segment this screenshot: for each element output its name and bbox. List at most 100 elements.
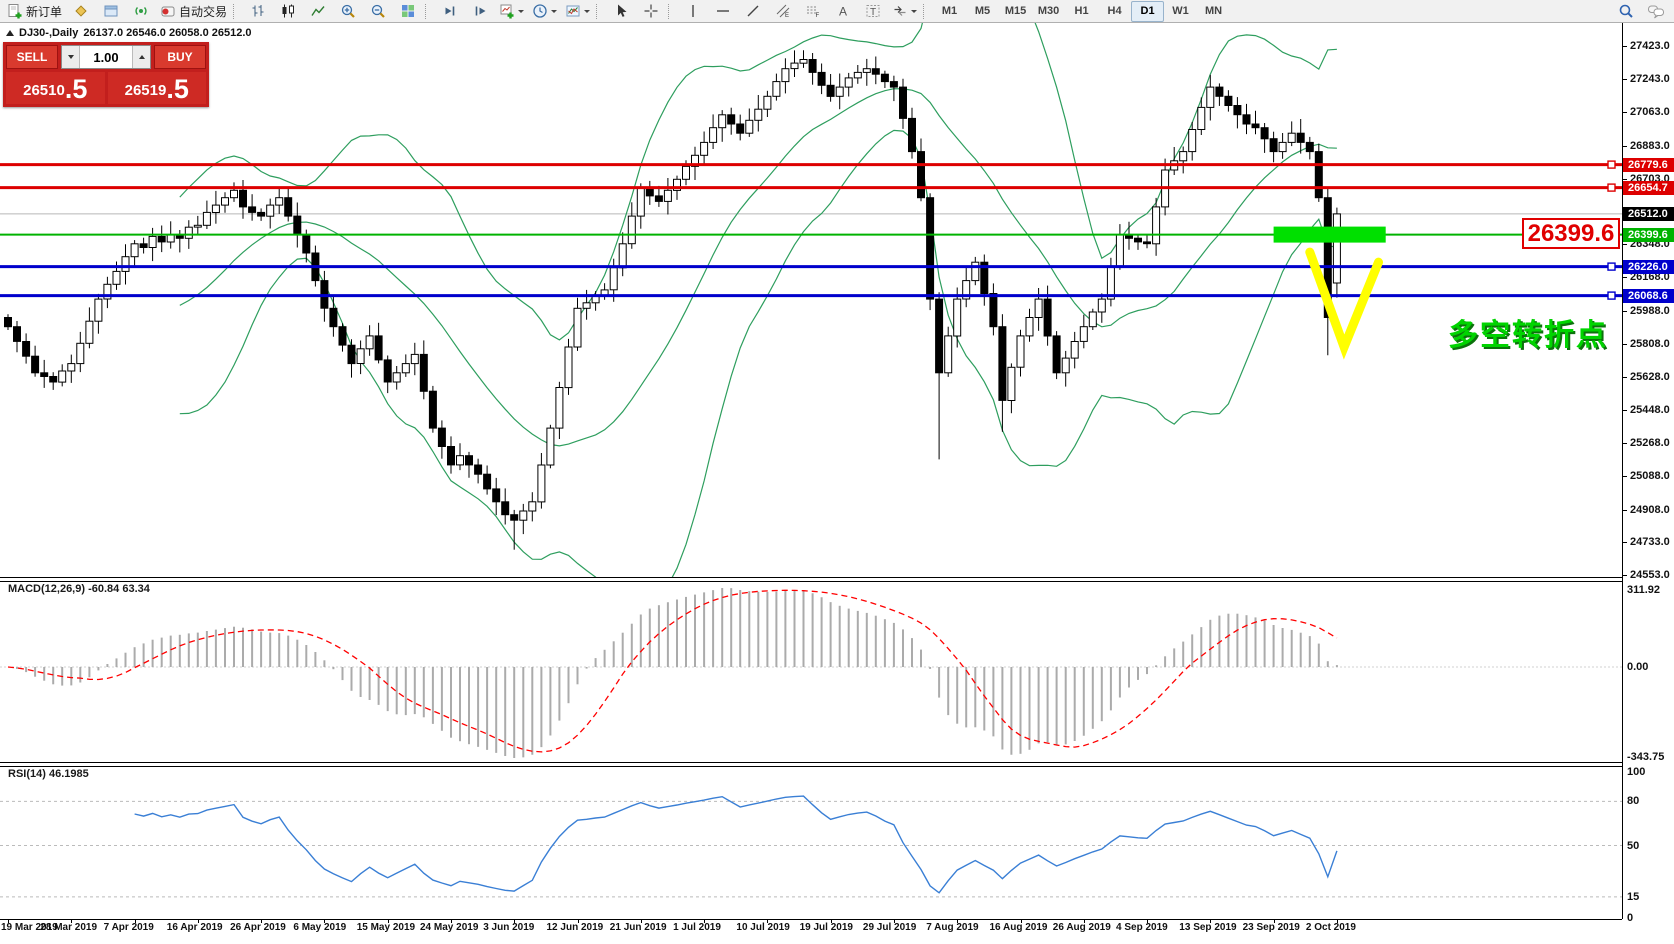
label-button[interactable]: T	[858, 1, 888, 22]
autoscroll-button[interactable]	[435, 1, 465, 22]
periods-button[interactable]	[528, 1, 561, 22]
price-axis[interactable]: 27423.0 27243.0 27063.0 26883.0 26703.0 26348…	[1622, 22, 1674, 924]
date-label: 15 May 2019	[356, 922, 416, 933]
cursor-icon	[613, 3, 629, 19]
shapes-button[interactable]	[888, 1, 921, 22]
volume-decrease-button[interactable]	[62, 46, 80, 68]
timeframe-bar: M1 M5 M15 M30 H1 H4 D1 W1 MN	[933, 0, 1230, 22]
templates-icon	[565, 3, 581, 19]
date-label: 26 Aug 2019	[1052, 922, 1111, 933]
date-label: 19 Jul 2019	[799, 922, 853, 933]
crosshair-button[interactable]	[636, 1, 666, 22]
buy-price-int: 26519	[124, 82, 167, 99]
tile-windows-button[interactable]	[393, 1, 423, 22]
level-price-tag: 26779.6	[1623, 157, 1674, 172]
price-tick-mark	[1623, 575, 1627, 576]
level-price-tag: 26399.6	[1623, 227, 1674, 242]
market-watch-icon	[73, 3, 89, 19]
rsi-value: 46.1985	[48, 768, 89, 780]
fibonacci-button[interactable]: F	[798, 1, 828, 22]
price-callout-box[interactable]: 26399.6	[1522, 218, 1620, 249]
date-tick-mark	[134, 919, 136, 923]
level-price-tag: 26226.0	[1623, 259, 1674, 274]
date-tick-mark	[1336, 919, 1338, 923]
zoom-out-button[interactable]	[363, 1, 393, 22]
search-button[interactable]	[1611, 1, 1641, 22]
trendline-button[interactable]	[738, 1, 768, 22]
date-tick-mark	[704, 919, 706, 923]
sell-price[interactable]: 26510.5	[6, 72, 105, 104]
bars-chart-button[interactable]	[243, 1, 273, 22]
timeframe-h1-button[interactable]: H1	[1074, 5, 1089, 17]
autotrading-label: 自动交易	[179, 4, 228, 19]
macd-panel-chart[interactable]	[0, 582, 1622, 762]
chart-title: DJ30-,Daily 26137.0 26546.0 26058.0 2651…	[6, 27, 252, 39]
timeframe-mn-button[interactable]: MN	[1204, 5, 1223, 17]
line-chart-icon	[310, 3, 326, 19]
channel-button[interactable]: E	[768, 1, 798, 22]
timeframe-m5-button[interactable]: M5	[974, 5, 991, 17]
price-tick-mark	[1623, 79, 1627, 81]
volume-input[interactable]: 1.00	[93, 49, 119, 65]
new-order-button[interactable]: 新订单	[3, 1, 66, 22]
date-label: 21 Jun 2019	[609, 922, 667, 933]
autotrading-button[interactable]: 自动交易	[156, 1, 231, 22]
rsi-panel-separator[interactable]	[0, 762, 1622, 767]
rsi-axis-label: 0	[1627, 912, 1634, 924]
chat-button[interactable]	[1641, 1, 1671, 22]
candles-chart-button[interactable]	[273, 1, 303, 22]
timeframe-h4-button[interactable]: H4	[1107, 5, 1122, 17]
arrow-up-icon	[138, 52, 145, 59]
horizontal-line-button[interactable]	[708, 1, 738, 22]
collapse-arrow-icon[interactable]	[6, 30, 14, 36]
date-tick-mark	[261, 919, 263, 923]
signals-button[interactable]	[126, 1, 156, 22]
vertical-line-icon	[685, 3, 701, 19]
macd-panel-separator[interactable]	[0, 577, 1622, 582]
zoom-in-button[interactable]	[333, 1, 363, 22]
date-tick-mark	[767, 919, 769, 923]
date-tick-mark	[1020, 919, 1022, 923]
toolbar-grip	[233, 3, 239, 19]
cursor-button[interactable]	[606, 1, 636, 22]
data-window-button[interactable]	[96, 1, 126, 22]
svg-text:A: A	[839, 5, 847, 19]
buy-button[interactable]: BUY	[154, 45, 206, 69]
timeframe-w1-button[interactable]: W1	[1172, 5, 1189, 17]
price-tick-label: 26883.0	[1630, 139, 1670, 152]
vertical-line-button[interactable]	[678, 1, 708, 22]
rsi-panel-chart[interactable]	[0, 766, 1622, 919]
market-watch-button[interactable]	[66, 1, 96, 22]
timeframe-m15-button[interactable]: M15	[1004, 5, 1027, 17]
templates-button[interactable]	[561, 1, 594, 22]
arrow-down-icon	[67, 55, 74, 62]
chart-shift-button[interactable]	[465, 1, 495, 22]
date-label: 13 Sep 2019	[1179, 922, 1237, 933]
timeframe-m1-button[interactable]: M1	[941, 5, 958, 17]
date-label: 23 Sep 2019	[1242, 922, 1300, 933]
timeframe-m30-button[interactable]: M30	[1037, 5, 1060, 17]
turning-point-annotation[interactable]: 多空转折点	[1448, 319, 1608, 352]
toolbar-grip	[668, 3, 674, 19]
bars-chart-icon	[250, 3, 266, 19]
macd-axis-label: -343.75	[1627, 751, 1665, 763]
price-tick-label: 27243.0	[1630, 73, 1670, 86]
toolbar-grip	[596, 3, 602, 19]
price-tick-label: 25268.0	[1630, 437, 1670, 450]
channel-icon: E	[775, 3, 791, 19]
main-toolbar: 新订单 自动交易	[0, 0, 1674, 23]
sell-button[interactable]: SELL	[6, 45, 58, 69]
main-price-chart[interactable]	[0, 22, 1622, 577]
price-tick-label: 24908.0	[1630, 503, 1670, 516]
date-tick-mark	[957, 919, 959, 923]
volume-increase-button[interactable]	[132, 46, 150, 68]
sell-price-dec: .5	[64, 74, 88, 104]
line-chart-button[interactable]	[303, 1, 333, 22]
one-click-trade-panel: SELL 1.00 BUY 26510.5 26519.5	[3, 42, 209, 107]
buy-price[interactable]: 26519.5	[107, 72, 206, 104]
timeframe-d1-button[interactable]: D1	[1131, 0, 1165, 22]
text-button[interactable]: A	[828, 1, 858, 22]
volume-stepper: 1.00	[61, 45, 151, 69]
new-chart-button[interactable]	[495, 1, 528, 22]
date-label: 29 Jul 2019	[862, 922, 917, 933]
